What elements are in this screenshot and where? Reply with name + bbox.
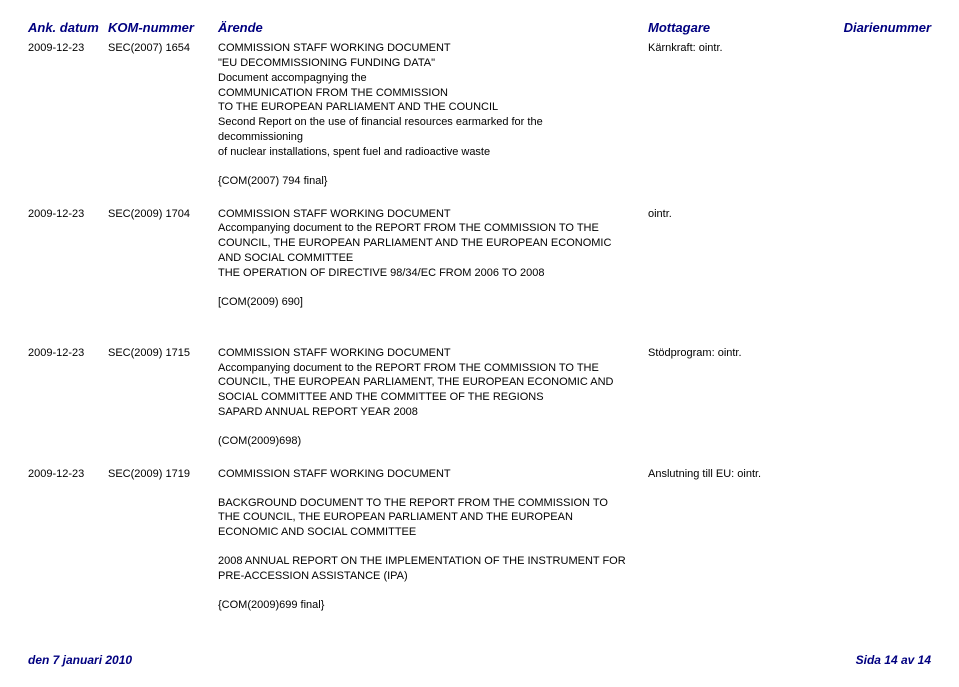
arende-sub2: 2008 ANNUAL REPORT ON THE IMPLEMENTATION… [218,554,628,584]
cell-diarie [828,346,931,449]
header-diarie: Diarienummer [828,20,931,35]
cell-arende: COMMISSION STAFF WORKING DOCUMENT "EU DE… [218,41,648,189]
cell-date: 2009-12-23 [28,467,108,613]
arende-title: COMMISSION STAFF WORKING DOCUMENT [218,41,628,56]
arende-ref: [COM(2009) 690] [218,295,628,310]
cell-mottagare: ointr. [648,207,828,310]
arende-title: COMMISSION STAFF WORKING DOCUMENT [218,467,628,482]
arende-ref: (COM(2009)698) [218,434,628,449]
header-arende: Ärende [218,20,648,35]
cell-mottagare: Anslutning till EU: ointr. [648,467,828,613]
arende-body: Accompanying document to the REPORT FROM… [218,361,628,420]
header-date: Ank. datum [28,20,108,35]
arende-ref: {COM(2007) 794 final} [218,174,628,189]
footer-date: den 7 januari 2010 [28,653,132,667]
cell-diarie [828,41,931,189]
cell-kom: SEC(2007) 1654 [108,41,218,189]
cell-date: 2009-12-23 [28,346,108,449]
arende-ref: {COM(2009)699 final} [218,598,628,613]
cell-date: 2009-12-23 [28,41,108,189]
cell-kom: SEC(2009) 1715 [108,346,218,449]
arende-body: "EU DECOMMISSIONING FUNDING DATA" Docume… [218,56,628,160]
table-header: Ank. datum KOM-nummer Ärende Mottagare D… [28,20,931,35]
cell-arende: COMMISSION STAFF WORKING DOCUMENT BACKGR… [218,467,648,613]
cell-mottagare: Stödprogram: ointr. [648,346,828,449]
page-footer: den 7 januari 2010 Sida 14 av 14 [28,653,931,667]
table-row: 2009-12-23 SEC(2009) 1704 COMMISSION STA… [28,207,931,310]
arende-title: COMMISSION STAFF WORKING DOCUMENT [218,207,628,222]
cell-diarie [828,467,931,613]
header-kom: KOM-nummer [108,20,218,35]
cell-kom: SEC(2009) 1719 [108,467,218,613]
cell-arende: COMMISSION STAFF WORKING DOCUMENT Accomp… [218,346,648,449]
arende-sub1: BACKGROUND DOCUMENT TO THE REPORT FROM T… [218,496,628,541]
cell-date: 2009-12-23 [28,207,108,310]
arende-body: Accompanying document to the REPORT FROM… [218,221,628,280]
cell-mottagare: Kärnkraft: ointr. [648,41,828,189]
footer-page: Sida 14 av 14 [856,653,931,667]
table-row: 2009-12-23 SEC(2009) 1719 COMMISSION STA… [28,467,931,613]
cell-arende: COMMISSION STAFF WORKING DOCUMENT Accomp… [218,207,648,310]
cell-diarie [828,207,931,310]
table-row: 2009-12-23 SEC(2009) 1715 COMMISSION STA… [28,346,931,449]
cell-kom: SEC(2009) 1704 [108,207,218,310]
arende-title: COMMISSION STAFF WORKING DOCUMENT [218,346,628,361]
header-mottagare: Mottagare [648,20,828,35]
table-row: 2009-12-23 SEC(2007) 1654 COMMISSION STA… [28,41,931,189]
